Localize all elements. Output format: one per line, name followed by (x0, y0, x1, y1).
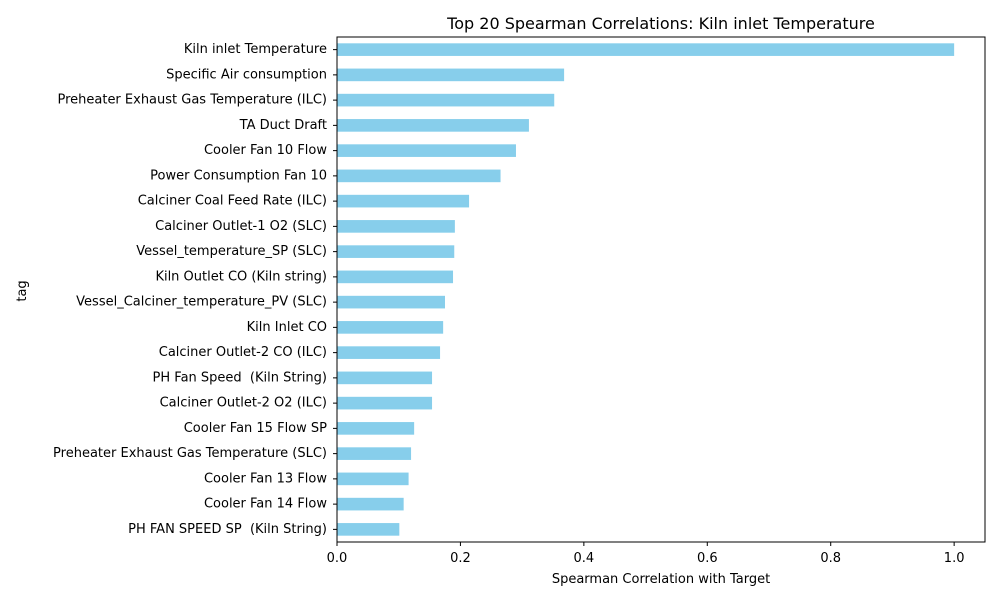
bar (337, 194, 470, 208)
bar (337, 270, 454, 284)
y-tick-label: Cooler Fan 10 Flow (204, 143, 327, 158)
x-tick-label: 0.4 (574, 551, 595, 566)
x-tick-label: 0.0 (327, 551, 348, 566)
y-tick-label: Calciner Outlet-2 O2 (ILC) (160, 396, 327, 411)
y-tick-label: Cooler Fan 13 Flow (204, 471, 327, 486)
bar (337, 523, 400, 536)
bar (337, 497, 404, 511)
y-tick-label: PH Fan Speed (Kiln String) (153, 370, 327, 385)
y-tick-label: Kiln inlet Temperature (184, 42, 327, 57)
bar (337, 472, 409, 486)
bar (337, 396, 433, 410)
bar (337, 119, 529, 132)
y-axis-ticks: Kiln inlet Temperature Specific Air consu… (53, 42, 337, 537)
y-tick-label: Kiln Inlet CO (247, 320, 327, 335)
bar (337, 346, 441, 359)
x-axis-label: Spearman Correlation with Target (552, 572, 770, 587)
x-axis-ticks: 0.0 0.2 0.4 0.6 0.8 1.0 (327, 542, 965, 566)
y-tick-label: Vessel_Calciner_temperature_PV (SLC) (76, 295, 327, 310)
bar (337, 371, 433, 385)
y-tick-label: Cooler Fan 15 Flow SP (184, 421, 327, 436)
y-tick-label: Specific Air consumption (166, 67, 327, 82)
x-tick-label: 0.6 (697, 551, 718, 566)
bar (337, 321, 444, 334)
y-tick-label: Power Consumption Fan 10 (150, 168, 327, 183)
bar (337, 422, 415, 435)
bar (337, 447, 412, 460)
y-tick-label: Calciner Outlet-1 O2 (SLC) (155, 219, 327, 234)
x-tick-label: 0.2 (450, 551, 471, 566)
plot-frame (336, 36, 986, 543)
y-tick-label: TA Duct Draft (239, 118, 327, 133)
y-tick-label: Preheater Exhaust Gas Temperature (SLC) (53, 446, 327, 461)
y-tick-label: Vessel_temperature_SP (SLC) (136, 244, 327, 259)
chart-title: Top 20 Spearman Correlations: Kiln inlet… (446, 14, 875, 33)
bar (337, 43, 955, 56)
bar (337, 93, 555, 107)
y-tick-label: Calciner Outlet-2 CO (ILC) (159, 345, 327, 360)
bar (337, 169, 501, 183)
y-axis-label: tag (15, 280, 30, 301)
y-tick-label: Kiln Outlet CO (Kiln string) (155, 269, 327, 284)
bar (337, 68, 565, 82)
bars-group (337, 43, 955, 536)
bar (337, 295, 445, 309)
bar (337, 220, 455, 233)
y-tick-label: Calciner Coal Feed Rate (ILC) (138, 194, 327, 209)
y-tick-label: Cooler Fan 14 Flow (204, 497, 327, 512)
bar (337, 144, 516, 157)
y-tick-label: PH FAN SPEED SP (Kiln String) (128, 522, 327, 537)
y-tick-label: Preheater Exhaust Gas Temperature (ILC) (57, 93, 327, 108)
x-tick-label: 1.0 (944, 551, 965, 566)
bar (337, 245, 455, 258)
x-tick-label: 0.8 (820, 551, 841, 566)
